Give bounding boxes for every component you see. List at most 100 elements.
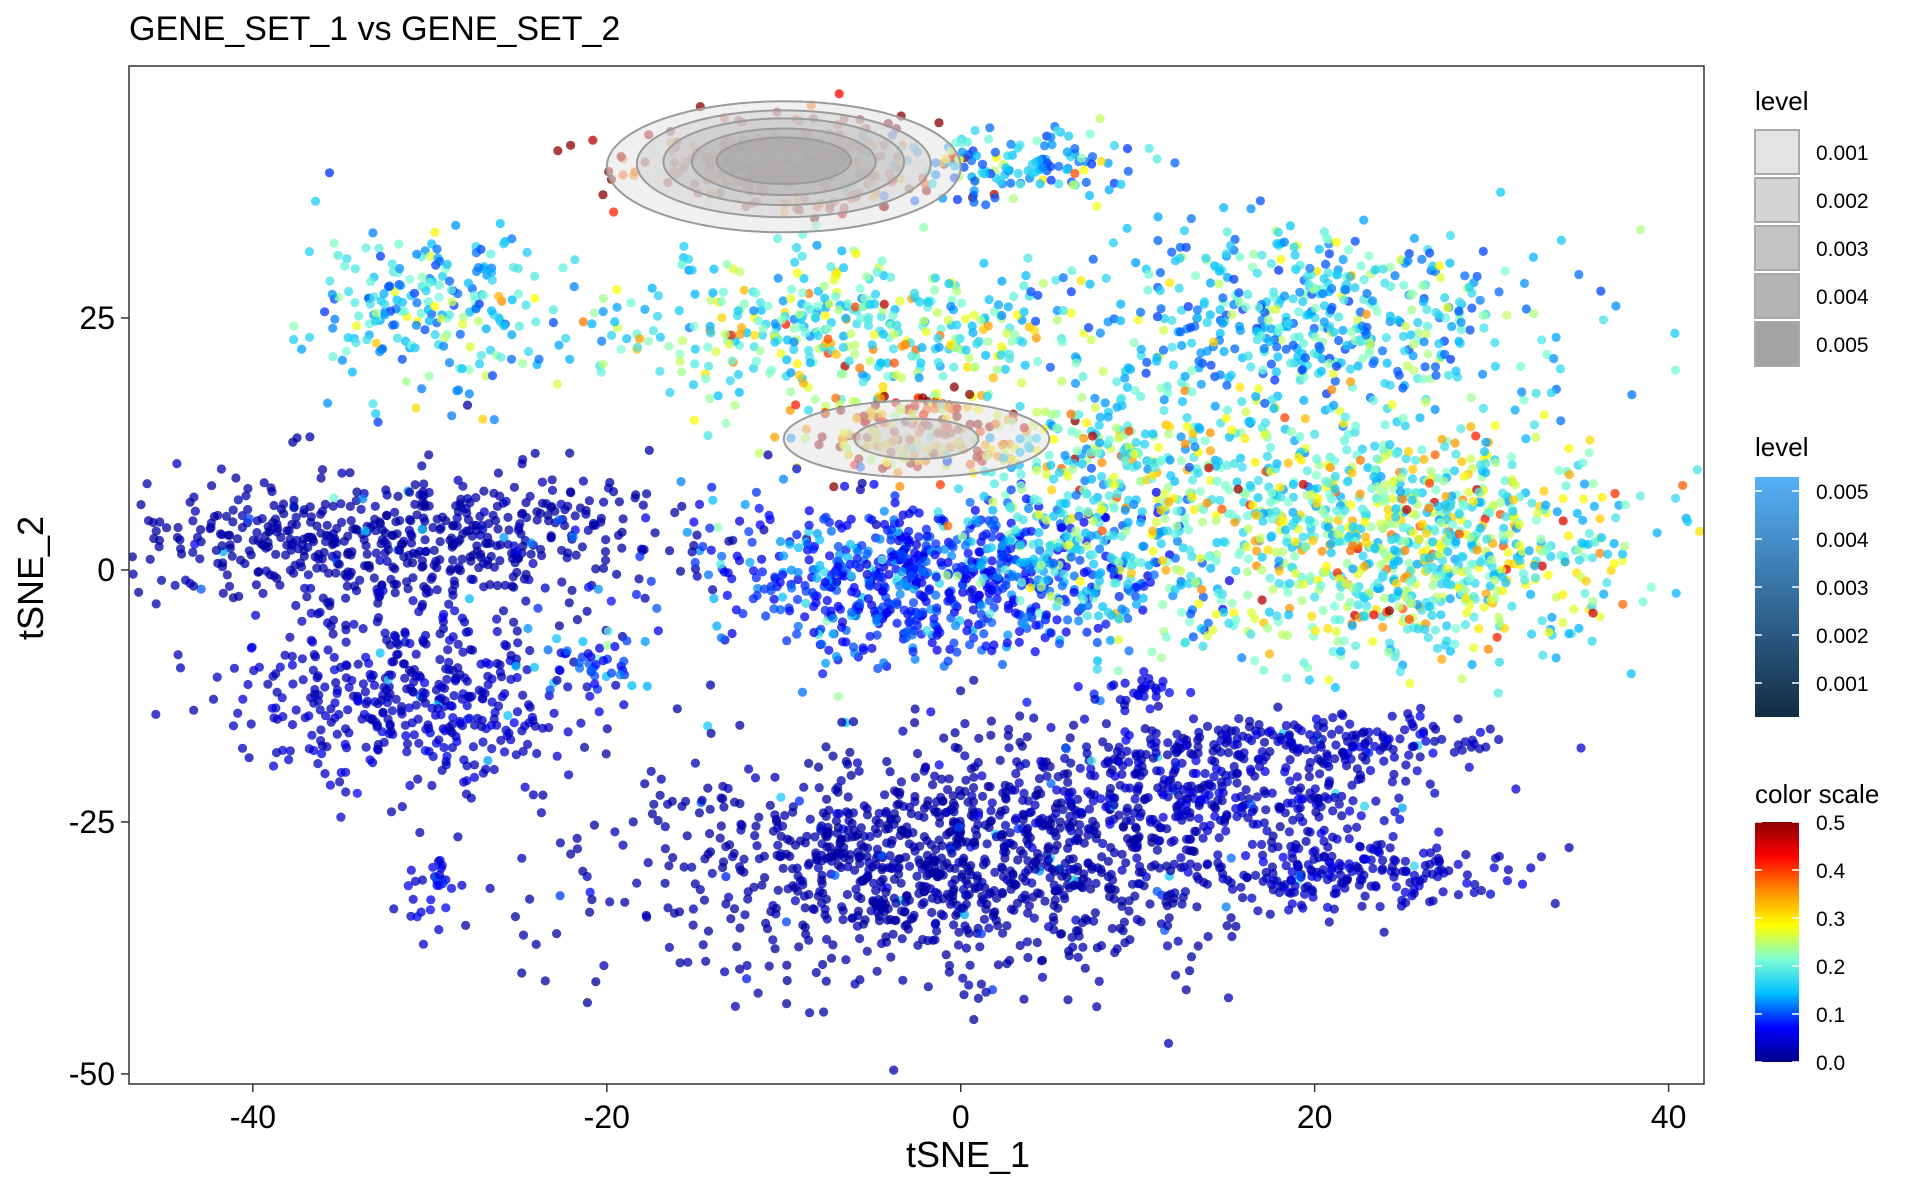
- data-point: [1410, 234, 1419, 243]
- data-point: [1408, 351, 1417, 360]
- data-point: [1001, 581, 1010, 590]
- data-point: [1610, 539, 1619, 548]
- data-point: [219, 589, 228, 598]
- data-point: [469, 551, 478, 560]
- data-point: [289, 335, 298, 344]
- data-point: [1274, 228, 1283, 237]
- data-point: [394, 640, 403, 649]
- data-point: [343, 705, 352, 714]
- data-point: [458, 648, 467, 657]
- data-point: [586, 652, 595, 661]
- data-point: [573, 615, 582, 624]
- data-point: [450, 691, 459, 700]
- data-point: [1417, 255, 1426, 264]
- data-point: [1515, 520, 1524, 529]
- data-point: [1310, 430, 1319, 439]
- data-point: [1167, 248, 1176, 257]
- data-point: [509, 618, 518, 627]
- data-point: [707, 546, 716, 555]
- data-point: [230, 664, 239, 673]
- data-point: [793, 595, 802, 604]
- data-point: [1636, 491, 1645, 500]
- data-point: [236, 556, 245, 565]
- data-point: [1063, 147, 1072, 156]
- data-point: [840, 482, 849, 491]
- data-point: [1480, 447, 1489, 456]
- data-point: [136, 500, 145, 509]
- data-point: [1611, 301, 1620, 310]
- data-point: [1539, 486, 1548, 495]
- data-point: [964, 549, 973, 558]
- data-point: [957, 138, 966, 147]
- data-point: [919, 223, 928, 232]
- data-point: [326, 781, 335, 790]
- data-point: [80, 560, 89, 569]
- data-point: [417, 563, 426, 572]
- data-point: [272, 574, 281, 583]
- data-point: [895, 482, 904, 491]
- data-point: [711, 347, 720, 356]
- data-point: [547, 533, 556, 542]
- data-point: [564, 770, 573, 779]
- data-point: [802, 587, 811, 596]
- data-point: [1101, 620, 1110, 629]
- data-point: [708, 496, 717, 505]
- data-point: [738, 609, 747, 618]
- data-point: [421, 547, 430, 556]
- data-point: [1228, 510, 1237, 519]
- data-point: [1127, 569, 1136, 578]
- data-point: [209, 695, 218, 704]
- data-point: [749, 306, 758, 315]
- data-point: [457, 881, 466, 890]
- data-point: [823, 334, 832, 343]
- data-point: [340, 261, 349, 270]
- data-point: [1419, 375, 1428, 384]
- data-point: [1190, 442, 1199, 451]
- data-point: [341, 594, 350, 603]
- data-point: [285, 633, 294, 642]
- data-point: [238, 744, 247, 753]
- data-point: [618, 528, 627, 537]
- data-point: [575, 664, 584, 673]
- data-point: [826, 262, 835, 271]
- data-point: [1508, 460, 1517, 469]
- data-point: [1365, 349, 1374, 358]
- data-point: [1009, 292, 1018, 301]
- data-point: [299, 675, 308, 684]
- data-point: [510, 558, 519, 567]
- data-point: [293, 433, 302, 442]
- data-point: [770, 595, 779, 604]
- data-point: [651, 528, 660, 537]
- data-point: [311, 197, 320, 206]
- data-point: [1219, 537, 1228, 546]
- data-point: [500, 747, 509, 756]
- data-point: [1077, 154, 1086, 163]
- data-point: [994, 300, 1003, 309]
- data-point: [987, 618, 996, 627]
- data-point: [448, 555, 457, 564]
- data-point: [328, 352, 337, 361]
- data-point: [1356, 456, 1365, 465]
- data-point: [1533, 509, 1542, 518]
- data-point: [1258, 517, 1267, 526]
- data-point: [809, 628, 818, 637]
- data-point: [544, 645, 553, 654]
- data-point: [1211, 402, 1220, 411]
- data-point: [961, 541, 970, 550]
- data-point: [517, 509, 526, 518]
- data-point: [631, 490, 640, 499]
- data-point: [1479, 323, 1488, 332]
- data-point: [324, 645, 333, 654]
- data-point: [173, 533, 182, 542]
- data-point: [1222, 249, 1231, 258]
- data-point: [563, 646, 572, 655]
- data-point: [1023, 254, 1032, 263]
- data-point: [382, 511, 391, 520]
- data-point: [207, 481, 216, 490]
- data-point: [1096, 413, 1105, 422]
- data-point: [351, 338, 360, 347]
- data-point: [1144, 270, 1153, 279]
- data-point: [459, 755, 468, 764]
- data-point: [792, 630, 801, 639]
- data-point: [1330, 602, 1339, 611]
